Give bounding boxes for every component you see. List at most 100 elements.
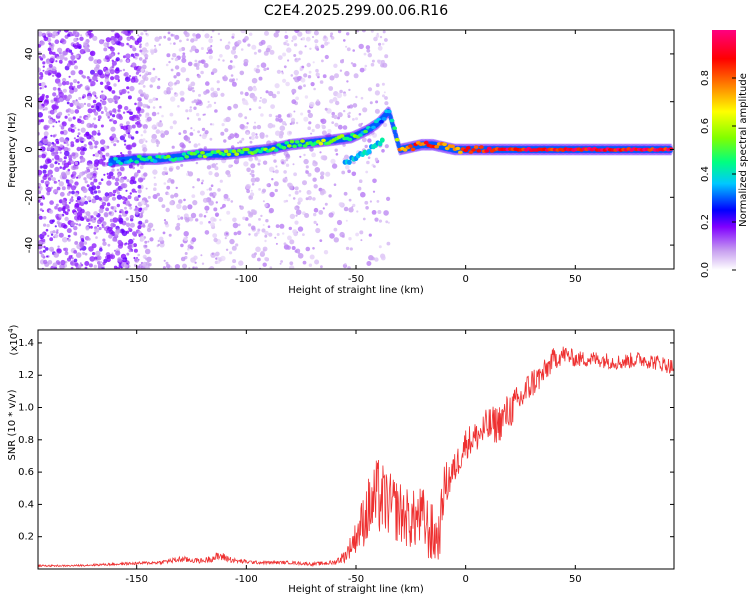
spectrogram-point [386,196,391,201]
spectrogram-point [149,84,153,88]
spectrogram-point [154,44,156,47]
spectrogram-point [384,101,389,106]
spectrogram-point [208,220,211,224]
spectrogram-point [226,197,231,202]
spectrogram-point [190,127,193,130]
spectrogram-point [117,52,120,55]
spectrogram-point [74,202,80,208]
spectrogram-point [70,70,76,76]
spectrogram-point [257,49,262,53]
spectrogram-point [97,115,102,120]
spectrogram-point [73,87,78,93]
spectrogram-point [96,79,99,82]
spectrogram-point [101,201,107,207]
spectrogram-point [243,58,249,64]
spectrogram-point [108,211,112,215]
spectrogram-point [114,33,120,39]
spectrogram-point [85,32,88,36]
spectrogram-point [316,223,319,226]
spectrogram-point [289,239,295,245]
spectrogram-point [249,172,252,176]
spectrogram-point [261,188,267,193]
spectrogram-point [264,239,267,243]
spectrogram-point [47,260,53,265]
spectrogram-point [244,116,248,120]
spectrogram-point [38,154,42,158]
spectrogram-point [104,192,110,197]
spectrogram-point [295,96,299,101]
spectrogram-point [124,210,129,214]
spectrogram-point [112,108,117,113]
spectrogram-point [73,137,76,140]
ridge-core [273,148,279,152]
spectrogram-point [225,232,229,235]
spectrogram-point [187,171,194,177]
spectrogram-point [52,120,55,123]
spectrogram-point [249,140,253,144]
spectrogram-point [174,57,179,62]
spectrogram-point [356,30,360,33]
spectrogram-point [320,171,325,176]
spectrogram-point [362,217,366,221]
spectrogram-point [375,100,379,104]
ridge-core [297,143,303,147]
spectrogram-point [89,225,93,229]
spectrogram-point [41,103,45,107]
spectrogram-point [58,181,64,187]
spectrogram-point [266,67,270,70]
snr-y-tick-label: 0.6 [18,467,34,478]
spectrogram-point [170,194,175,199]
spectrogram-point [303,158,309,165]
spectrogram-point [174,82,177,85]
spectrogram-point [178,48,183,52]
spectrogram-point [131,124,136,129]
spectrogram-point [45,95,49,99]
spectrogram-x-label: Height of straight line (km) [288,285,424,296]
ridge-core [286,144,292,148]
spectrogram-point [382,94,385,98]
spectrogram-point [138,119,141,123]
spectrogram-point [93,124,98,129]
spectrogram-point [91,188,95,191]
spectrogram-point [102,261,106,266]
spectrogram-point [93,117,97,121]
spectrogram-point [356,210,359,213]
spectrogram-point [47,47,52,52]
spectrogram-point [67,94,73,100]
spectrogram-point [73,37,78,43]
spectrogram-point [174,264,180,269]
spectrogram-point [264,230,269,236]
spectrogram-point [248,211,254,216]
spectrogram-point [137,194,141,198]
spectrogram-point [374,108,380,114]
spectrogram-point [384,144,389,149]
spectrogram-point [374,90,380,96]
spectrogram-point [312,160,318,167]
spectrogram-point [255,133,258,136]
spectrogram-point [275,117,280,122]
spectrogram-point [59,137,65,143]
spectrogram-point [166,86,171,91]
spectrogram-point [315,68,319,73]
spectrogram-point [56,186,61,191]
spectrogram-point [52,86,57,91]
ridge-core [379,119,384,124]
spectrogram-point [315,123,321,129]
spectrogram-point [376,32,379,35]
spectrogram-point [245,125,248,129]
spectrogram-point [119,69,122,72]
spectrogram-point [118,214,122,218]
spectrogram-point [98,216,105,223]
spectrogram-point [97,220,101,225]
spectrogram-point [209,266,215,269]
spectrogram-point [48,42,52,45]
colorbar: 0.00.20.40.60.8 Normalized spectral ampl… [700,30,749,278]
spectrogram-point [180,216,184,220]
spectrogram-point [262,160,268,165]
ridge-core [281,146,287,150]
spectrogram-point [170,96,176,102]
spectrogram-point [186,38,189,41]
spectrogram-point [64,150,70,157]
spectrogram-point [73,60,77,64]
spectrogram-point [239,70,245,76]
